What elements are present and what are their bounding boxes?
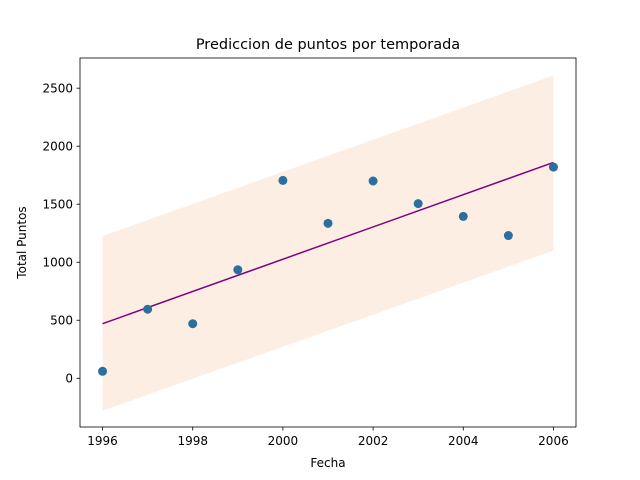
y-tick-label: 0 xyxy=(65,372,73,386)
data-point xyxy=(143,304,153,314)
data-point xyxy=(98,366,108,376)
y-tick-label: 2000 xyxy=(42,139,73,153)
x-ticks: 1996 1998 2000 2002 2004 2006 xyxy=(87,427,569,448)
data-point xyxy=(413,199,423,209)
x-tick-label: 2006 xyxy=(538,434,569,448)
y-axis-label: Total Puntos xyxy=(15,206,29,279)
data-point xyxy=(323,218,333,228)
data-point xyxy=(278,175,288,185)
axes xyxy=(79,57,577,428)
data-point xyxy=(188,319,198,329)
data-point xyxy=(233,265,243,275)
x-axis-label: Fecha xyxy=(310,456,345,470)
y-tick-label: 500 xyxy=(50,314,73,328)
regression-line xyxy=(102,161,554,325)
x-tick-label: 2004 xyxy=(448,434,479,448)
x-tick-label: 1996 xyxy=(87,434,118,448)
data-point xyxy=(503,231,513,241)
y-tick-label: 1500 xyxy=(42,198,73,212)
data-point xyxy=(458,211,468,221)
data-point xyxy=(368,176,378,186)
regression-line-layer xyxy=(102,161,554,325)
chart-title: Prediccion de puntos por temporada xyxy=(196,37,460,53)
x-tick-label: 1998 xyxy=(177,434,208,448)
x-tick-label: 2000 xyxy=(268,434,299,448)
x-tick-label: 2002 xyxy=(358,434,389,448)
y-tick-label: 2500 xyxy=(42,81,73,95)
y-tick-label: 1000 xyxy=(42,256,73,270)
data-points-layer xyxy=(98,162,558,376)
data-point xyxy=(548,162,558,172)
y-ticks: 0 500 1000 1500 2000 2500 xyxy=(42,81,80,386)
plot-frame xyxy=(79,57,577,428)
